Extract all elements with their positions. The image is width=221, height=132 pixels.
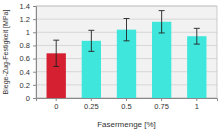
y-tick-label: 0 bbox=[26, 94, 30, 103]
error-bar-line bbox=[53, 40, 59, 66]
y-tick: 0 bbox=[26, 94, 36, 103]
error-bar bbox=[194, 28, 200, 44]
y-tick-label: 1.4 bbox=[20, 2, 30, 11]
x-tick-mark bbox=[196, 98, 197, 101]
x-tick: 0 bbox=[54, 98, 58, 111]
y-tick: 1.2 bbox=[20, 15, 36, 24]
x-tick: 0.25 bbox=[84, 98, 99, 111]
marks bbox=[47, 11, 207, 98]
y-tick-mark bbox=[33, 6, 36, 7]
x-tick-label: 0.5 bbox=[121, 102, 131, 111]
y-tick-mark bbox=[33, 32, 36, 33]
plot: 0 0.2 0.4 0.6 0.8 1 1.2 1.4 0 0.25 0.5 0.75 1 bbox=[20, 2, 218, 111]
y-tick-mark bbox=[33, 19, 36, 20]
y-tick-mark bbox=[33, 45, 36, 46]
error-bar-line bbox=[124, 18, 130, 40]
bar bbox=[187, 36, 206, 98]
grid bbox=[36, 6, 217, 98]
error-bar-line bbox=[194, 28, 200, 44]
x-tick: 0.75 bbox=[154, 98, 169, 111]
x-tick: 0.5 bbox=[121, 98, 131, 111]
x-tick-mark bbox=[91, 98, 92, 101]
error-bar bbox=[88, 30, 94, 51]
x-tick-label: 0.25 bbox=[84, 102, 99, 111]
y-tick: 0.8 bbox=[20, 41, 36, 50]
y-tick-label: 0.2 bbox=[20, 81, 30, 90]
y-axis: 0 0.2 0.4 0.6 0.8 1 1.2 1.4 bbox=[20, 2, 37, 103]
error-bar-line bbox=[88, 30, 94, 51]
y-tick-mark bbox=[33, 98, 36, 99]
x-tick-label: 0.75 bbox=[154, 102, 169, 111]
y-axis-line bbox=[33, 7, 37, 99]
error-bar bbox=[159, 11, 165, 33]
y-axis-title: Biege-Zug-Festigkeit [MPa] bbox=[2, 10, 10, 95]
x-tick-label: 0 bbox=[54, 102, 58, 111]
plot-background bbox=[36, 6, 217, 98]
y-tick-label: 1.2 bbox=[20, 15, 30, 24]
x-axis: 0 0.25 0.5 0.75 1 bbox=[37, 98, 218, 111]
x-axis-title: Fasermenge [%] bbox=[97, 120, 156, 129]
grid-line bbox=[36, 6, 217, 7]
y-tick-mark bbox=[33, 72, 36, 73]
x-tick: 1 bbox=[195, 98, 199, 111]
y-tick: 1.4 bbox=[20, 2, 36, 11]
chart: 0 0.2 0.4 0.6 0.8 1 1.2 1.4 0 0.25 0.5 0.75 1 Faserme… bbox=[0, 0, 221, 132]
error-bar bbox=[53, 40, 59, 66]
x-tick-label: 1 bbox=[195, 102, 199, 111]
y-tick: 0.4 bbox=[20, 68, 36, 77]
y-tick: 0.6 bbox=[20, 54, 36, 63]
y-tick-label: 0.6 bbox=[20, 54, 30, 63]
y-tick-label: 0.4 bbox=[20, 68, 30, 77]
y-tick-mark bbox=[33, 59, 36, 60]
y-tick-mark bbox=[33, 85, 36, 86]
y-tick-label: 1 bbox=[26, 28, 30, 37]
y-tick: 1 bbox=[26, 28, 36, 37]
y-tick-label: 0.8 bbox=[20, 41, 30, 50]
y-tick: 0.2 bbox=[20, 81, 36, 90]
x-tick-mark bbox=[56, 98, 57, 101]
x-tick-mark bbox=[126, 98, 127, 101]
x-axis-line bbox=[37, 99, 218, 102]
error-bar-line bbox=[159, 11, 165, 33]
x-tick-mark bbox=[161, 98, 162, 101]
error-bar bbox=[124, 18, 130, 40]
